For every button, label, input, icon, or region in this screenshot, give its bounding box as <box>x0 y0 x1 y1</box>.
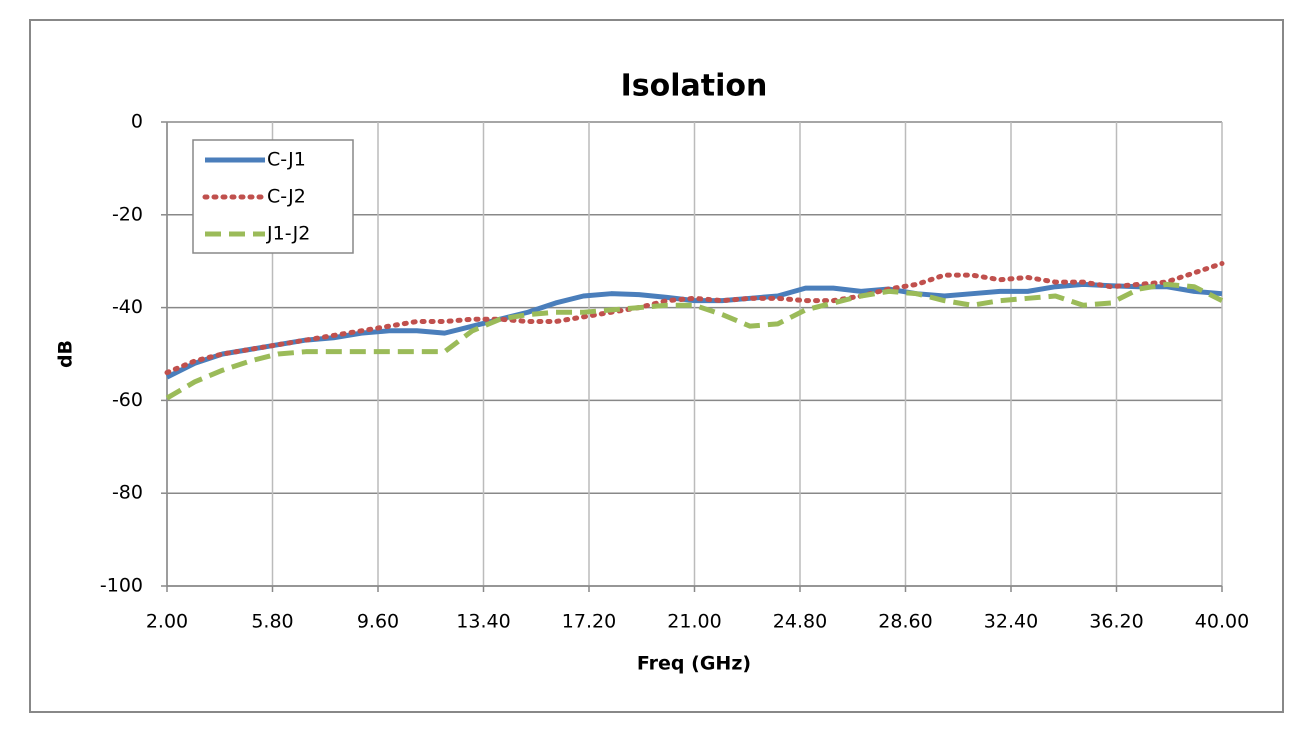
x-tick-label: 9.60 <box>357 611 399 633</box>
legend-label: J1-J2 <box>266 223 310 245</box>
x-tick-label: 28.60 <box>878 611 932 633</box>
x-tick-label: 24.80 <box>773 611 827 633</box>
x-tick-label: 5.80 <box>251 611 293 633</box>
x-tick-label: 17.20 <box>562 611 616 633</box>
y-tick-label: -20 <box>112 203 143 225</box>
x-axis-title: Freq (GHz) <box>637 653 751 675</box>
x-tick-label: 40.00 <box>1195 611 1249 633</box>
y-tick-label: -80 <box>112 482 143 504</box>
y-axis-title: dB <box>55 340 77 368</box>
y-tick-label: 0 <box>131 111 143 133</box>
x-tick-label: 36.20 <box>1089 611 1143 633</box>
chart-title: Isolation <box>621 69 768 104</box>
legend-label: C-J2 <box>267 186 306 208</box>
legend-label: C-J1 <box>267 149 306 171</box>
x-tick-label: 2.00 <box>146 611 188 633</box>
y-tick-label: -40 <box>112 296 143 318</box>
x-tick-label: 13.40 <box>456 611 510 633</box>
y-tick-label: -100 <box>100 575 143 597</box>
x-tick-label: 32.40 <box>984 611 1038 633</box>
series-line <box>164 261 1225 376</box>
x-tick-label: 21.00 <box>667 611 721 633</box>
chart-frame <box>29 19 1284 713</box>
y-tick-label: -60 <box>112 389 143 411</box>
